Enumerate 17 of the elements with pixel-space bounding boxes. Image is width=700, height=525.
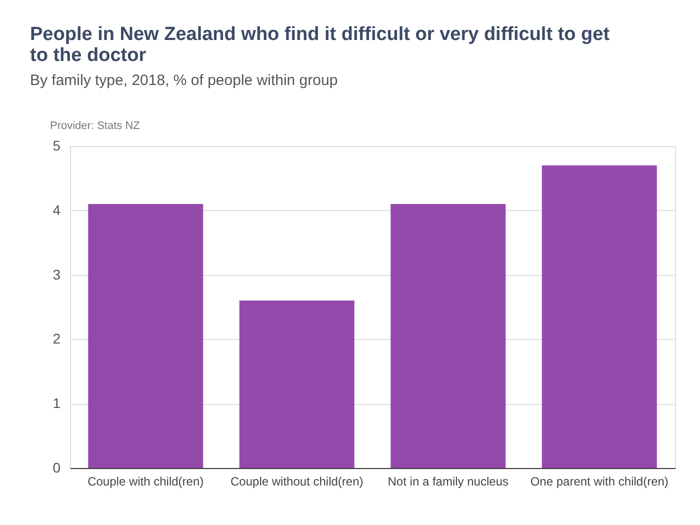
text: Provider: Stats NZ: [50, 120, 140, 132]
x-tick-label: Couple without child(ren): [230, 474, 364, 488]
y-tick-label: 1: [52, 395, 61, 412]
bar: [390, 204, 506, 468]
bar: [542, 165, 657, 468]
x-tick-label: Not in a family nucleus: [388, 474, 508, 488]
y-tick-label: 3: [52, 266, 61, 282]
y-tick-label: 4: [52, 202, 61, 218]
y-tick-label: 2: [52, 330, 61, 347]
bar: [239, 300, 354, 468]
chart-subtitle: By family type, 2018, % of people within group: [30, 72, 338, 89]
x-tick-label: Couple with child(ren): [88, 474, 204, 488]
x-tick-label: One parent with child(ren): [530, 474, 668, 488]
chart-title: People in New Zealand who find it difficult or very difficult to get to the doctor: [30, 24, 610, 66]
bar: [88, 204, 204, 468]
y-tick-label: 0: [52, 460, 61, 476]
y-tick-label: 5: [52, 138, 61, 154]
